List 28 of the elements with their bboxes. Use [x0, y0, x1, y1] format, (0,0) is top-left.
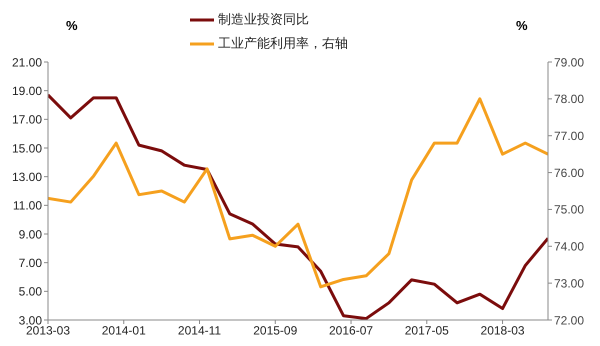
y-tick-label: 9.00	[18, 227, 42, 242]
y2-tick-label: 74.00	[554, 240, 584, 254]
x-tick-label: 2015-09	[253, 324, 298, 338]
y-tick-label: 11.00	[12, 198, 42, 213]
line-series	[48, 97, 548, 288]
y-tick-label: 19.00	[12, 84, 42, 98]
y2-tick-label: 79.00	[554, 55, 584, 70]
legend-label: 制造业投资同比	[218, 11, 309, 26]
y2-tick-label: 78.00	[554, 92, 584, 106]
y-tick-label: 13.00	[12, 170, 42, 184]
y-tick-label: 15.00	[12, 141, 42, 156]
y-tick-label: 21.00	[12, 55, 42, 70]
x-tick-label: 2018-03	[480, 324, 525, 338]
x-tick-label: 2017-05	[404, 324, 450, 338]
legend-label: 工业产能利用率，右轴	[218, 35, 348, 50]
y-tick-label: 5.00	[18, 284, 42, 299]
y2-tick-label: 73.00	[554, 276, 584, 290]
x-tick-label: 2014-01	[102, 324, 146, 338]
y2-axis-title: %	[516, 18, 528, 33]
y-tick-label: 17.00	[12, 112, 42, 127]
y-tick-label: 7.00	[18, 256, 42, 270]
x-tick-label: 2016-07	[329, 324, 374, 338]
y2-tick-label: 76.00	[554, 166, 584, 180]
y-axis-title: %	[66, 18, 78, 33]
x-tick-label: 2014-11	[178, 324, 222, 338]
y2-tick-label: 72.00	[554, 313, 584, 328]
y2-tick-label: 75.00	[554, 202, 584, 217]
y2-tick-label: 77.00	[554, 128, 584, 143]
